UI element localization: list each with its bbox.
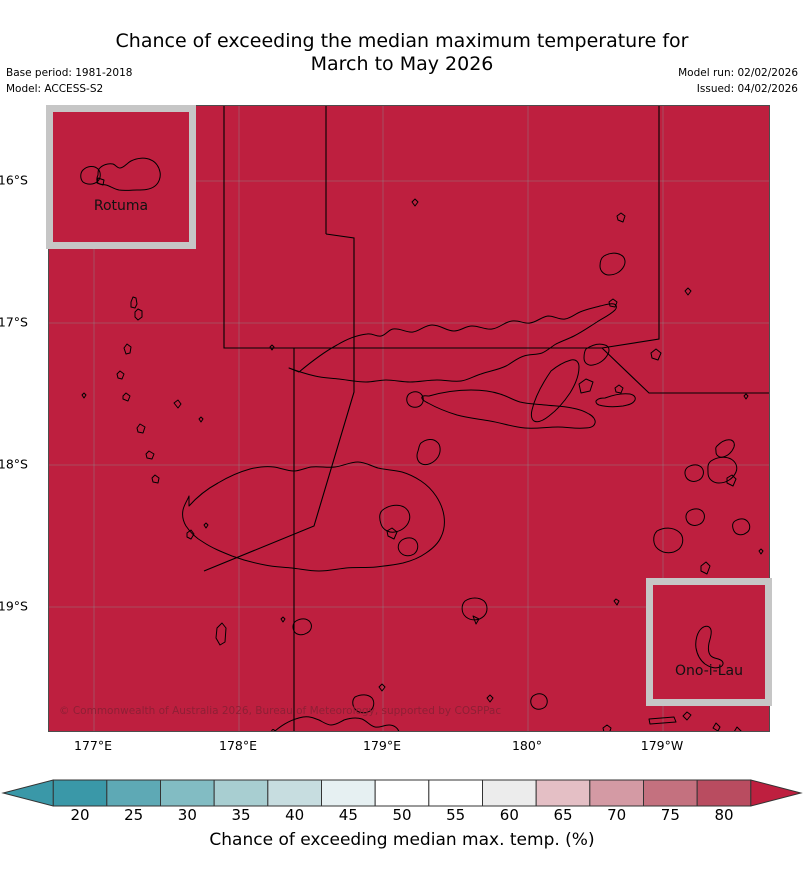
colorbar-tick-50: 50 [392, 806, 412, 824]
colorbar-cell [535, 779, 591, 807]
inset-rotuma[interactable]: Rotuma [46, 105, 196, 249]
issued-text: Issued: 04/02/2026 [696, 82, 798, 95]
colorbar-cell [374, 779, 430, 807]
colorbar-tick-60: 60 [499, 806, 519, 824]
xtick-179E: 179°E [362, 738, 402, 753]
colorbar-cell [643, 779, 698, 807]
colorbar-cell [160, 779, 215, 807]
model-text: Model: ACCESS-S2 [6, 82, 104, 95]
ytick-16S: 16°S [0, 172, 28, 188]
inset-ono-i-lau-body: Ono-i-Lau [653, 585, 765, 699]
colorbar-cell [267, 779, 323, 807]
colorbar-tick-75: 75 [660, 806, 680, 824]
colorbar-tick-20: 20 [70, 806, 90, 824]
colorbar-tick-80: 80 [714, 806, 734, 824]
colorbar-tick-45: 45 [338, 806, 358, 824]
base-period-text: Base period: 1981-2018 [6, 67, 133, 79]
page-title: Chance of exceeding the median maximum t… [115, 30, 689, 76]
rotuma-map [80, 157, 161, 191]
xtick-180: 180° [511, 738, 543, 753]
colorbar-cell [696, 779, 752, 807]
colorbar-tick-70: 70 [607, 806, 627, 824]
colorbar-cell [213, 779, 269, 807]
colorbar-cell [106, 779, 162, 807]
colorbar-cells [52, 779, 752, 807]
inset-ono-i-lau[interactable]: Ono-i-Lau [646, 578, 772, 706]
inset-ono-i-lau-label: Ono-i-Lau [675, 663, 743, 679]
colorbar-tick-40: 40 [285, 806, 305, 824]
colorbar-tick-35: 35 [231, 806, 251, 824]
metadata-right: Model run: 02/02/2026 Issued: 04/02/2026 [678, 66, 798, 98]
colorbar-extend-high-arrow [750, 779, 803, 807]
xtick-177E: 177°E [73, 738, 113, 753]
colorbar-cell [482, 779, 537, 807]
ytick-19S: 19°S [0, 598, 28, 614]
colorbar-tick-55: 55 [446, 806, 466, 824]
colorbar-title: Chance of exceeding median max. temp. (%… [209, 830, 595, 850]
colorbar-cell [589, 779, 644, 807]
colorbar-tick-65: 65 [553, 806, 573, 824]
ytick-17S: 17°S [0, 314, 28, 330]
coastlines [81, 198, 764, 731]
inset-rotuma-label: Rotuma [93, 198, 149, 214]
colorbar-tick-30: 30 [177, 806, 197, 824]
xtick-179W: 179°W [640, 738, 684, 753]
metadata-left: Base period: 1981-2018 Model: ACCESS-S2 [6, 66, 132, 98]
xtick-178E: 178°E [218, 738, 258, 753]
colorbar-tick-25: 25 [124, 806, 144, 824]
colorbar-cell [428, 779, 484, 807]
colorbar-extend-low-arrow [1, 779, 54, 807]
inset-rotuma-body: Rotuma [53, 112, 189, 242]
ono-i-lau-map [695, 625, 724, 669]
colorbar[interactable] [0, 776, 804, 816]
copyright-text: © Commonwealth of Australia 2026, Bureau… [59, 705, 502, 717]
colorbar-canvas [1, 779, 803, 807]
model-run-text: Model run: 02/02/2026 [678, 67, 798, 79]
eez-boundary [203, 106, 769, 731]
colorbar-cell [321, 779, 376, 807]
colorbar-cell [52, 779, 108, 807]
ytick-18S: 18°S [0, 456, 28, 472]
